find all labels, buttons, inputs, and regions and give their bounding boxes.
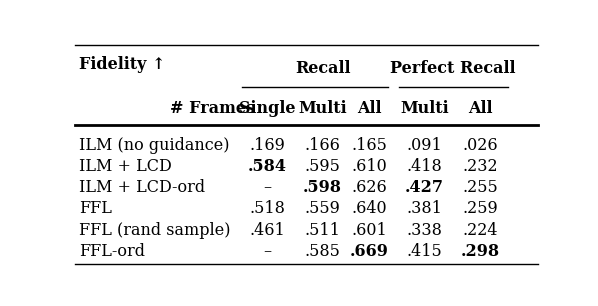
Text: .091: .091 bbox=[407, 137, 443, 154]
Text: .418: .418 bbox=[407, 158, 443, 175]
Text: .232: .232 bbox=[462, 158, 498, 175]
Text: .169: .169 bbox=[249, 137, 285, 154]
Text: .598: .598 bbox=[303, 179, 342, 196]
Text: .559: .559 bbox=[305, 200, 341, 218]
Text: Perfect Recall: Perfect Recall bbox=[390, 60, 515, 77]
Text: All: All bbox=[357, 100, 382, 117]
Text: All: All bbox=[468, 100, 493, 117]
Text: .595: .595 bbox=[305, 158, 341, 175]
Text: ILM + LCD-ord: ILM + LCD-ord bbox=[80, 179, 206, 196]
Text: # Frames: # Frames bbox=[170, 100, 255, 117]
Text: Multi: Multi bbox=[298, 100, 347, 117]
Text: FFL: FFL bbox=[80, 200, 112, 218]
Text: .518: .518 bbox=[249, 200, 285, 218]
Text: .585: .585 bbox=[305, 243, 341, 260]
Text: .669: .669 bbox=[350, 243, 389, 260]
Text: .298: .298 bbox=[460, 243, 500, 260]
Text: .427: .427 bbox=[405, 179, 444, 196]
Text: .461: .461 bbox=[249, 222, 285, 239]
Text: .601: .601 bbox=[351, 222, 387, 239]
Text: .255: .255 bbox=[462, 179, 498, 196]
Text: .166: .166 bbox=[305, 137, 341, 154]
Text: .511: .511 bbox=[305, 222, 341, 239]
Text: Recall: Recall bbox=[295, 60, 350, 77]
Text: .338: .338 bbox=[407, 222, 443, 239]
Text: FFL-ord: FFL-ord bbox=[80, 243, 145, 260]
Text: .381: .381 bbox=[407, 200, 443, 218]
Text: –: – bbox=[263, 179, 271, 196]
Text: Fidelity ↑: Fidelity ↑ bbox=[80, 56, 166, 73]
Text: .415: .415 bbox=[407, 243, 443, 260]
Text: ILM + LCD: ILM + LCD bbox=[80, 158, 172, 175]
Text: .584: .584 bbox=[248, 158, 286, 175]
Text: .224: .224 bbox=[462, 222, 498, 239]
Text: FFL (rand sample): FFL (rand sample) bbox=[80, 222, 231, 239]
Text: .259: .259 bbox=[462, 200, 498, 218]
Text: .026: .026 bbox=[462, 137, 498, 154]
Text: .610: .610 bbox=[351, 158, 387, 175]
Text: –: – bbox=[263, 243, 271, 260]
Text: .165: .165 bbox=[351, 137, 387, 154]
Text: .640: .640 bbox=[351, 200, 387, 218]
Text: ILM (no guidance): ILM (no guidance) bbox=[80, 137, 230, 154]
Text: .626: .626 bbox=[351, 179, 387, 196]
Text: Multi: Multi bbox=[400, 100, 449, 117]
Text: Single: Single bbox=[239, 100, 295, 117]
